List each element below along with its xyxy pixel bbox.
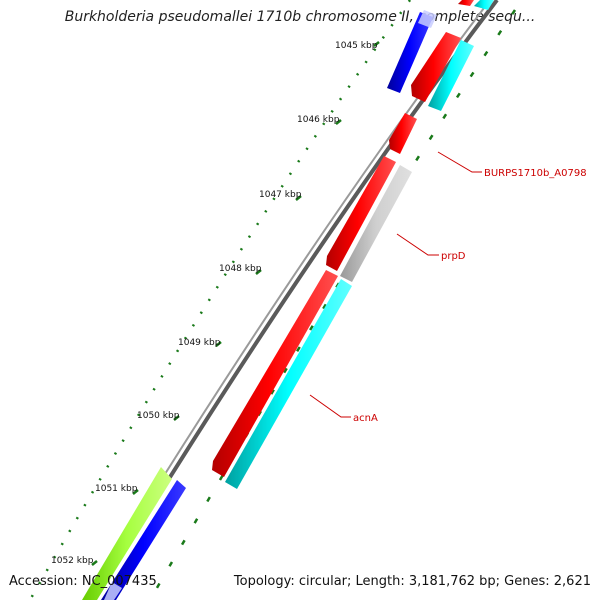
blue-gene-bottom-faded [104,582,122,600]
tick-mark [335,119,342,125]
tick-mark [132,489,139,495]
blue-gene-bottom [101,480,186,600]
tick-label: 1050 kbp [137,411,180,421]
tick-label: 1052 kbp [51,556,94,566]
tick-label: 1051 kbp [95,484,138,494]
gene-label-acna[interactable]: acnA [353,413,378,424]
gene-label-burps1710b-a0798[interactable]: BURPS1710b_A0798 [484,168,587,179]
cyan-gene-top [428,40,474,111]
cyan-gene-acnA [225,279,352,489]
leader-line [396,233,439,256]
gene-labels: BURPS1710b_A0798 prpD acnA [353,168,587,424]
tick-mark [173,415,180,421]
tick-mark [91,560,98,566]
tick-ring-dots [28,0,412,600]
blue-gene-top [387,12,433,93]
gene-label-prpd[interactable]: prpD [441,251,466,262]
tick-label: 1049 kbp [178,338,221,348]
blue-gene-top-faded [418,10,437,28]
tick-mark [295,195,302,201]
red-gene-top-a [458,0,474,6]
tick-mark [373,41,380,47]
tick-label: 1046 kbp [297,115,340,125]
tick-label: 1045 kbp [335,41,378,51]
grey-gene-prpD [340,165,412,282]
inner-features [212,0,494,489]
lime-gene [82,467,172,600]
red-gene-top [411,32,461,102]
cyan-gene-top-a [474,0,494,10]
leader-line [309,394,351,418]
red-gene-acnA [212,270,338,477]
tick-label: 1047 kbp [259,190,302,200]
tick-marks [91,41,380,566]
leader-lines [309,151,482,418]
tick-label: 1048 kbp [219,264,262,274]
red-gene-prpD [326,156,396,271]
tick-mark [255,269,262,275]
outer-features [82,10,437,600]
tick-mark [215,341,222,347]
tick-labels: 1045 kbp 1046 kbp 1047 kbp 1048 kbp 1049… [51,41,378,566]
leader-line [437,151,482,173]
red-gene-small [389,113,417,154]
summary-text: Topology: circular; Length: 3,181,762 bp… [233,574,591,589]
accession-text: Accession: NC_007435 [9,574,157,589]
